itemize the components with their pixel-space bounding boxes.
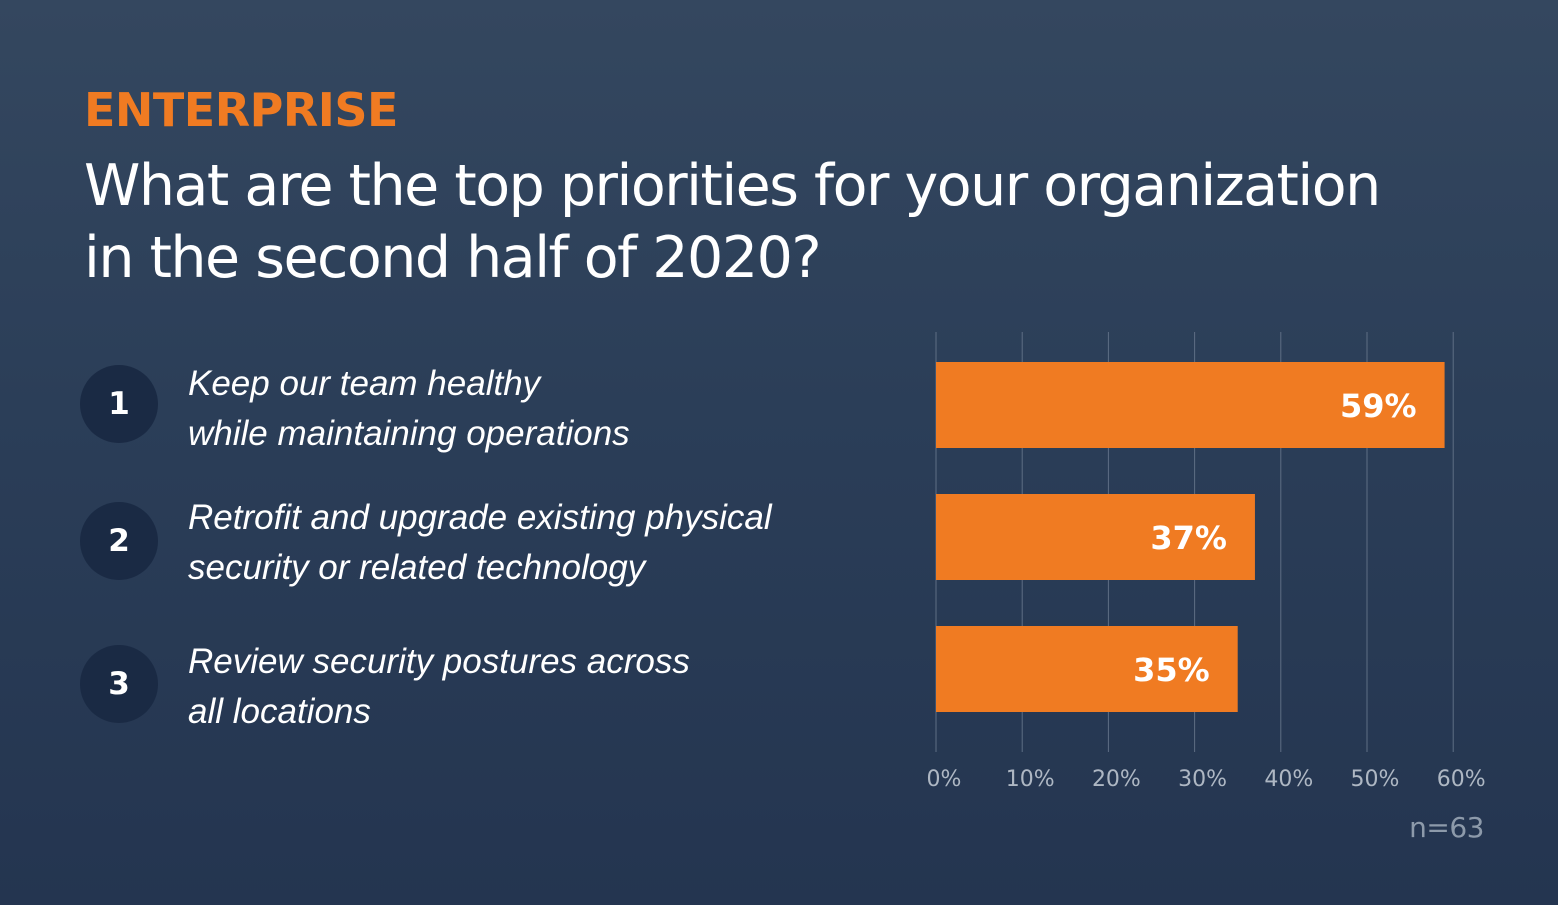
- priority-item-3: 3 Review security postures across all lo…: [80, 642, 880, 745]
- priority-item-2: 2 Retrofit and upgrade existing physical…: [80, 498, 880, 602]
- category-heading: ENTERPRISE: [84, 83, 398, 137]
- rank-badge: 1: [80, 365, 158, 443]
- x-tick-label: 20%: [1092, 767, 1141, 792]
- bar: [936, 626, 1238, 712]
- bar-value-label: 37%: [1150, 519, 1227, 557]
- x-tick-label: 30%: [1178, 767, 1227, 792]
- x-tick-label: 60%: [1437, 767, 1486, 792]
- x-tick-label: 0%: [927, 767, 962, 792]
- x-tick-label: 50%: [1351, 767, 1400, 792]
- priority-text: Keep our team healthy while maintaining …: [188, 364, 630, 453]
- bar: [936, 494, 1255, 580]
- priority-bar-chart: 59% 37% 35% 0% 10% 20% 30% 40% 50% 60%: [927, 332, 1486, 792]
- priority-text: Review security postures across all loca…: [188, 642, 690, 731]
- priority-text: Retrofit and upgrade existing physical s…: [188, 498, 772, 587]
- bar-value-label: 59%: [1340, 387, 1417, 425]
- sample-size-label: n=63: [1409, 811, 1484, 844]
- x-tick-label: 40%: [1264, 767, 1313, 792]
- priority-item-1: 1 Keep our team healthy while maintainin…: [80, 364, 880, 465]
- rank-badge: 2: [80, 502, 158, 580]
- bar-value-label: 35%: [1133, 651, 1210, 689]
- x-tick-label: 10%: [1006, 767, 1055, 792]
- rank-badge: 3: [80, 645, 158, 723]
- question-title: What are the top priorities for your org…: [84, 153, 1381, 291]
- bar: [936, 362, 1445, 448]
